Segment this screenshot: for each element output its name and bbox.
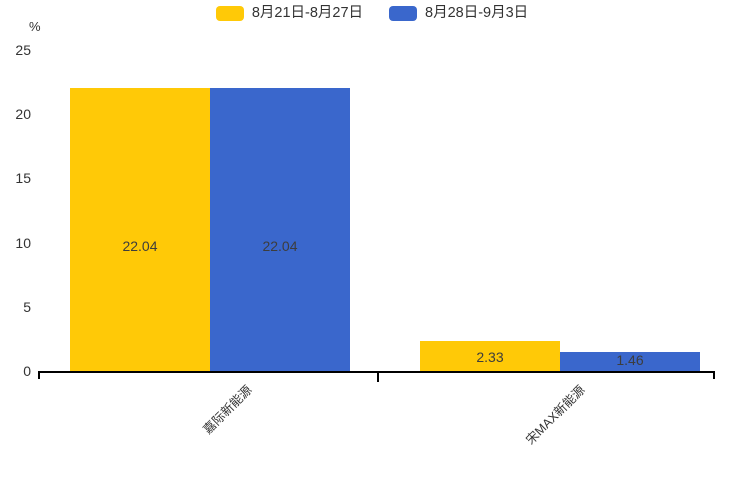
y-tick-20: 20 (15, 106, 31, 123)
legend-item-series-2[interactable]: 8月28日-9月3日 (389, 6, 528, 21)
bar-value-series2-category1: 22.04 (262, 238, 298, 254)
bar-value-series1-category1: 22.04 (122, 238, 158, 254)
legend-swatch-yellow-icon (215, 6, 244, 21)
legend-label-series-2: 8月28日-9月3日 (425, 5, 529, 22)
x-axis-tick-divider (377, 373, 379, 382)
y-tick-5: 5 (23, 298, 31, 315)
legend-label-series-1: 8月21日-8月27日 (251, 5, 364, 22)
y-tick-25: 25 (15, 42, 31, 58)
legend-item-series-1[interactable]: 8月21日-8月27日 (215, 5, 364, 22)
plot-area: 25 20 15 10 5 0 22.04 22.04 2.33 1.46 (15, 42, 715, 382)
bar-series2-category1[interactable]: 22.04 (210, 88, 350, 371)
x-category-label-1: 嘉际新能源 (200, 382, 255, 437)
x-axis-line (38, 371, 715, 373)
y-axis-unit-label: % (29, 19, 41, 34)
x-category-label-2: 宋MAX新能源 (523, 382, 588, 448)
legend-swatch-blue-icon (389, 6, 418, 21)
bar-value-series2-category2: 1.46 (616, 352, 644, 368)
bar-value-series1-category2: 2.33 (476, 349, 504, 365)
x-axis-cap-right (713, 371, 715, 379)
bar-series1-category2[interactable]: 2.33 (420, 341, 560, 371)
y-tick-15: 15 (15, 170, 31, 187)
chart-legend: 8月21日-8月27日 8月28日-9月3日 (0, 6, 744, 21)
bar-series2-category2[interactable]: 1.46 (560, 352, 700, 371)
y-tick-10: 10 (15, 234, 31, 251)
x-axis-cap-left (38, 371, 40, 379)
y-tick-0: 0 (23, 363, 31, 379)
bar-series1-category1[interactable]: 22.04 (70, 88, 210, 371)
